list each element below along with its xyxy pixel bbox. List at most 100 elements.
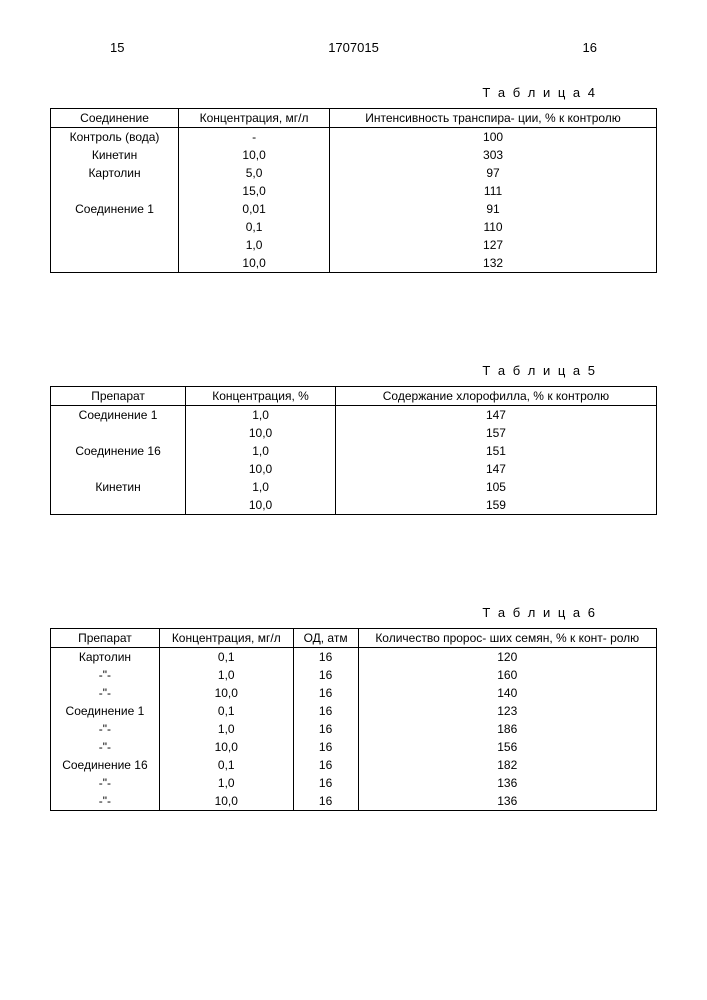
table6-col1: Концентрация, мг/л — [159, 629, 293, 648]
table-cell: 147 — [335, 460, 656, 478]
table-cell: 16 — [293, 774, 358, 792]
table-cell: 16 — [293, 756, 358, 774]
table-cell: 10,0 — [159, 738, 293, 756]
table-cell: 0,1 — [159, 702, 293, 720]
table4-col2: Интенсивность транспира- ции, % к контро… — [330, 109, 657, 128]
table-row: -"-10,016136 — [51, 792, 657, 811]
table-cell: Картолин — [51, 164, 179, 182]
table-cell: Кинетин — [51, 146, 179, 164]
table-cell: 97 — [330, 164, 657, 182]
table-row: Соединение 161,0151 — [51, 442, 657, 460]
table-cell: 0,1 — [159, 756, 293, 774]
table-row: 10,0159 — [51, 496, 657, 515]
table-cell: 1,0 — [186, 478, 336, 496]
table-cell: Картолин — [51, 648, 160, 667]
table-cell: 1,0 — [159, 666, 293, 684]
table-cell: 10,0 — [186, 496, 336, 515]
table-row: 15,0111 — [51, 182, 657, 200]
table-cell: 140 — [358, 684, 657, 702]
table-cell — [51, 182, 179, 200]
table-cell: 1,0 — [179, 236, 330, 254]
table-cell — [51, 254, 179, 273]
table-cell: 10,0 — [179, 254, 330, 273]
table-cell: 136 — [358, 792, 657, 811]
table-row: Соединение 11,0147 — [51, 406, 657, 425]
table-cell: Кинетин — [51, 478, 186, 496]
table-cell: 16 — [293, 666, 358, 684]
table-row: 10,0132 — [51, 254, 657, 273]
table-cell: 0,1 — [159, 648, 293, 667]
table-cell: Соединение 1 — [51, 200, 179, 218]
table6: Препарат Концентрация, мг/л ОД, атм Коли… — [50, 628, 657, 811]
table-cell: 15,0 — [179, 182, 330, 200]
table-cell: 10,0 — [186, 424, 336, 442]
table-cell: -"- — [51, 684, 160, 702]
table-row: -"-1,016186 — [51, 720, 657, 738]
table-row: Картолин0,116120 — [51, 648, 657, 667]
table-cell: 156 — [358, 738, 657, 756]
table-row: -"-1,016136 — [51, 774, 657, 792]
table-cell — [51, 236, 179, 254]
table-row: Соединение 10,0191 — [51, 200, 657, 218]
table-cell: 16 — [293, 648, 358, 667]
table4-label: Т а б л и ц а 4 — [50, 85, 597, 100]
table-row: Контроль (вода)-100 — [51, 128, 657, 147]
table-cell: 132 — [330, 254, 657, 273]
table-cell: 16 — [293, 720, 358, 738]
table-cell: Контроль (вода) — [51, 128, 179, 147]
table4-col0: Соединение — [51, 109, 179, 128]
table-cell: -"- — [51, 720, 160, 738]
table-cell: 91 — [330, 200, 657, 218]
table6-col2: ОД, атм — [293, 629, 358, 648]
table-cell: 186 — [358, 720, 657, 738]
table-cell: 10,0 — [159, 792, 293, 811]
table-cell: 10,0 — [179, 146, 330, 164]
table-cell: -"- — [51, 792, 160, 811]
table-cell: 0,01 — [179, 200, 330, 218]
table-row: Картолин5,097 — [51, 164, 657, 182]
table-row: 1,0127 — [51, 236, 657, 254]
table-cell — [51, 218, 179, 236]
table-cell: 0,1 — [179, 218, 330, 236]
table6-col3: Количество пророс- ших семян, % к конт- … — [358, 629, 657, 648]
table5-col1: Концентрация, % — [186, 387, 336, 406]
table-cell: 16 — [293, 684, 358, 702]
table-row: -"-10,016156 — [51, 738, 657, 756]
table-cell: 16 — [293, 792, 358, 811]
table-cell: 127 — [330, 236, 657, 254]
table-cell: 100 — [330, 128, 657, 147]
table-cell: 147 — [335, 406, 656, 425]
table-cell: 105 — [335, 478, 656, 496]
table-cell: -"- — [51, 738, 160, 756]
table-cell: 1,0 — [159, 720, 293, 738]
doc-number: 1707015 — [328, 40, 379, 55]
page-header: 15 1707015 16 — [50, 40, 657, 55]
table-cell: 136 — [358, 774, 657, 792]
table-cell: 111 — [330, 182, 657, 200]
table-cell: 182 — [358, 756, 657, 774]
table6-label: Т а б л и ц а 6 — [50, 605, 597, 620]
table5-col0: Препарат — [51, 387, 186, 406]
table-cell: 16 — [293, 702, 358, 720]
table-row: Кинетин1,0105 — [51, 478, 657, 496]
table-cell: Соединение 16 — [51, 756, 160, 774]
table6-col0: Препарат — [51, 629, 160, 648]
table-cell: 157 — [335, 424, 656, 442]
table-cell: Соединение 16 — [51, 442, 186, 460]
table-cell: -"- — [51, 774, 160, 792]
table-cell — [51, 496, 186, 515]
table-cell: 1,0 — [159, 774, 293, 792]
table-row: Кинетин10,0303 — [51, 146, 657, 164]
table-cell: 5,0 — [179, 164, 330, 182]
page-num-right: 16 — [583, 40, 597, 55]
table-cell: 110 — [330, 218, 657, 236]
table5: Препарат Концентрация, % Содержание хлор… — [50, 386, 657, 515]
table-cell: 1,0 — [186, 406, 336, 425]
table-row: Соединение 10,116123 — [51, 702, 657, 720]
table5-col2: Содержание хлорофилла, % к контролю — [335, 387, 656, 406]
table-row: -"-1,016160 — [51, 666, 657, 684]
table-cell: - — [179, 128, 330, 147]
table-row: Соединение 160,116182 — [51, 756, 657, 774]
table-row: 0,1110 — [51, 218, 657, 236]
table-cell: -"- — [51, 666, 160, 684]
